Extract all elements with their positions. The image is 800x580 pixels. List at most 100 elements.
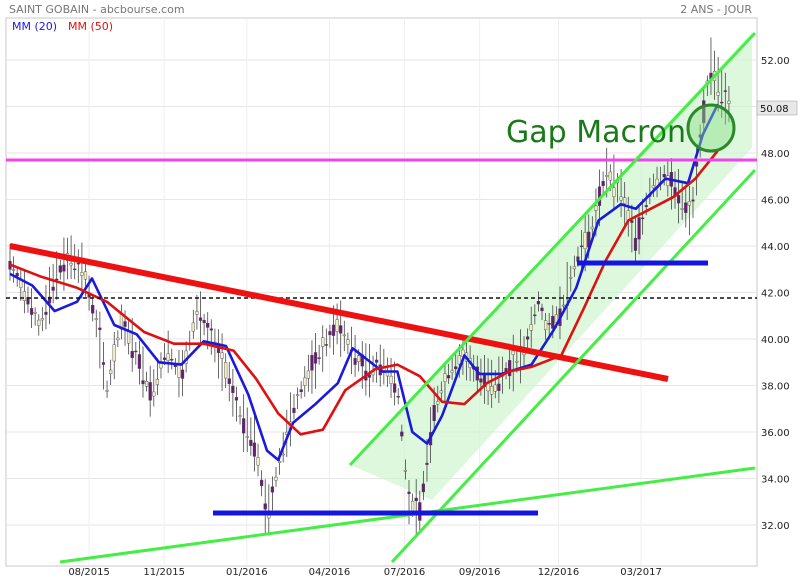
- candle-body: [400, 431, 404, 437]
- candle-body: [202, 320, 206, 324]
- candle-body: [677, 195, 681, 204]
- legend-mm50: MM (50): [68, 20, 113, 33]
- candle-body: [191, 322, 195, 332]
- candle-body: [436, 401, 440, 405]
- last-price-label: 50.08: [760, 104, 789, 115]
- candle-body: [454, 366, 458, 370]
- gap-circle: [686, 103, 736, 153]
- candle-body: [62, 264, 66, 272]
- x-tick-label: 11/2015: [143, 567, 185, 578]
- candle-body: [651, 185, 656, 189]
- candle-body: [170, 359, 174, 361]
- candle-body: [691, 199, 695, 202]
- candle-body: [702, 100, 706, 124]
- candle-body: [94, 318, 98, 321]
- candle-body: [637, 217, 641, 240]
- candle-body: [11, 269, 16, 271]
- candle-body: [310, 354, 314, 371]
- candle-body: [238, 415, 242, 417]
- candle-body: [242, 418, 246, 434]
- uptrend-channel-fill: [350, 32, 752, 500]
- candle-body: [134, 350, 138, 353]
- candle-body: [457, 355, 461, 365]
- candle-body: [601, 181, 605, 186]
- candle-body: [367, 374, 372, 378]
- gap-macron-label: Gap Macron: [506, 115, 686, 150]
- candle-body: [375, 359, 379, 363]
- candle-body: [295, 394, 300, 397]
- candle-body: [277, 461, 282, 463]
- candle-body: [396, 396, 400, 398]
- mm50-line: [9, 149, 719, 436]
- candle-body: [256, 457, 260, 466]
- x-tick-label: 07/2016: [384, 567, 426, 578]
- candle-body: [317, 357, 321, 359]
- candle-body: [270, 486, 275, 493]
- candle-body: [641, 217, 645, 220]
- candle-body: [493, 384, 497, 392]
- candle-body: [249, 439, 253, 446]
- candle-body: [357, 355, 361, 362]
- candle-body: [551, 315, 555, 329]
- chart-period: 2 ANS - JOUR: [680, 3, 752, 16]
- y-tick-label: 34.00: [761, 475, 790, 486]
- candle-body: [723, 90, 727, 92]
- candle-body: [687, 201, 691, 206]
- candle-body: [260, 479, 264, 486]
- x-tick-label: 09/2016: [459, 567, 501, 578]
- candle-body: [55, 278, 59, 281]
- x-tick-label: 03/2017: [620, 567, 662, 578]
- candle-body: [209, 328, 213, 331]
- candle-body: [605, 175, 609, 177]
- candle-body: [583, 232, 587, 249]
- candle-body: [144, 381, 149, 387]
- y-tick-label: 38.00: [761, 382, 790, 393]
- candle-body: [252, 442, 257, 457]
- candle-body: [180, 369, 185, 379]
- candle-body: [227, 378, 231, 384]
- legend-mm20: MM (20): [12, 20, 57, 33]
- candle-body: [58, 265, 62, 273]
- candle-body: [292, 407, 296, 413]
- y-tick-label: 36.00: [761, 428, 790, 439]
- y-tick-label: 52.00: [761, 56, 790, 67]
- candle-body: [263, 503, 267, 510]
- candle-body: [335, 319, 339, 332]
- candle-body: [414, 497, 418, 502]
- candle-body: [91, 304, 95, 314]
- candle-body: [303, 377, 307, 386]
- candle-body: [536, 301, 541, 305]
- candle-body: [152, 391, 156, 397]
- candle-body: [393, 383, 397, 393]
- channel-lower-line: [390, 168, 757, 564]
- candle-body: [166, 353, 170, 361]
- candle-body: [76, 262, 80, 265]
- candle-body: [439, 390, 443, 394]
- x-tick-label: 12/2016: [538, 567, 580, 578]
- candle-body: [105, 390, 109, 392]
- candle-body: [245, 436, 249, 438]
- candle-body: [543, 320, 548, 331]
- candle-body: [101, 362, 106, 365]
- candle-body: [569, 276, 573, 279]
- y-tick-label: 44.00: [761, 242, 790, 253]
- candle-body: [130, 351, 134, 358]
- candle-body: [324, 344, 328, 346]
- candle-body: [15, 272, 19, 277]
- candle-body: [127, 331, 131, 344]
- candle-body: [141, 380, 145, 385]
- candle-body: [446, 375, 451, 379]
- candle-body: [694, 161, 699, 167]
- candle-body: [720, 101, 724, 104]
- candle-body: [37, 319, 41, 326]
- candle-body: [533, 314, 537, 317]
- candle-body: [195, 311, 199, 315]
- candle-body: [680, 208, 684, 210]
- candle-body: [490, 386, 494, 395]
- last-price-badge: [756, 100, 798, 116]
- candle-body: [44, 311, 48, 315]
- candle-body: [299, 389, 303, 393]
- mm20-line: [9, 103, 719, 462]
- y-tick-label: 32.00: [761, 521, 790, 532]
